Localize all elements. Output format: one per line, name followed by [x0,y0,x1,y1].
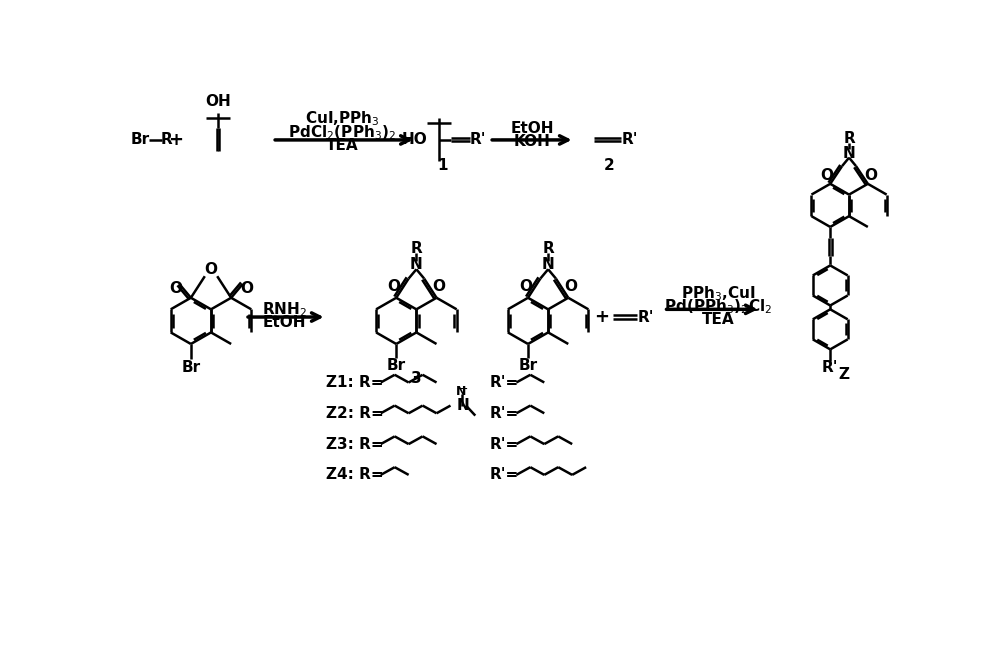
Text: Pd(PPh$_3$)$_2$Cl$_2$: Pd(PPh$_3$)$_2$Cl$_2$ [664,298,772,317]
Text: TEA: TEA [326,138,358,153]
Text: 3: 3 [411,371,422,386]
Text: O: O [432,280,445,294]
Text: PPh$_3$,CuI: PPh$_3$,CuI [681,284,755,303]
Text: N: N [542,257,555,272]
Text: CuI,PPh$_3$: CuI,PPh$_3$ [305,110,379,128]
Text: O: O [240,281,253,296]
Text: Z3: R=: Z3: R= [326,437,384,452]
Text: O: O [169,281,182,296]
Text: R: R [843,131,855,146]
Text: Br: Br [387,358,406,373]
Text: O: O [564,280,577,294]
Text: R: R [542,241,554,256]
Text: PdCl$_2$(PPh$_3$)$_2$: PdCl$_2$(PPh$_3$)$_2$ [288,123,396,142]
Text: OH: OH [205,94,231,109]
Text: Z1: R=: Z1: R= [326,375,384,390]
Text: R: R [160,132,172,147]
Text: R'=: R'= [489,437,518,452]
Text: Z2: R=: Z2: R= [326,406,384,421]
Text: TEA: TEA [702,312,734,327]
Text: R': R' [822,360,838,376]
Text: RNH$_2$: RNH$_2$ [262,300,306,319]
Text: EtOH: EtOH [262,315,306,330]
Text: HO: HO [402,132,427,147]
Text: Z4: R=: Z4: R= [326,468,384,482]
Text: N: N [456,385,467,398]
Text: R'=: R'= [489,468,518,482]
Text: Z: Z [839,368,850,382]
Text: +: + [594,308,609,326]
Text: R': R' [638,310,654,325]
Text: $-$: $-$ [457,382,468,395]
Text: N: N [843,146,855,161]
Text: R': R' [622,132,639,147]
Text: R: R [411,241,422,256]
Text: R'=: R'= [489,406,518,421]
Text: O: O [388,280,401,294]
Text: Br: Br [518,358,538,373]
Text: KOH: KOH [513,134,550,149]
Text: Br: Br [131,132,150,147]
Text: N: N [457,398,469,413]
Text: O: O [864,168,877,183]
Text: Br: Br [181,360,200,374]
Text: O: O [519,280,532,294]
Text: EtOH: EtOH [510,121,554,136]
Text: +: + [168,131,183,149]
Text: N: N [410,257,423,272]
Text: R': R' [469,132,486,147]
Text: O: O [205,262,218,277]
Text: 1: 1 [438,158,448,173]
Text: O: O [821,168,834,183]
Text: R'=: R'= [489,375,518,390]
Text: 2: 2 [604,158,615,173]
